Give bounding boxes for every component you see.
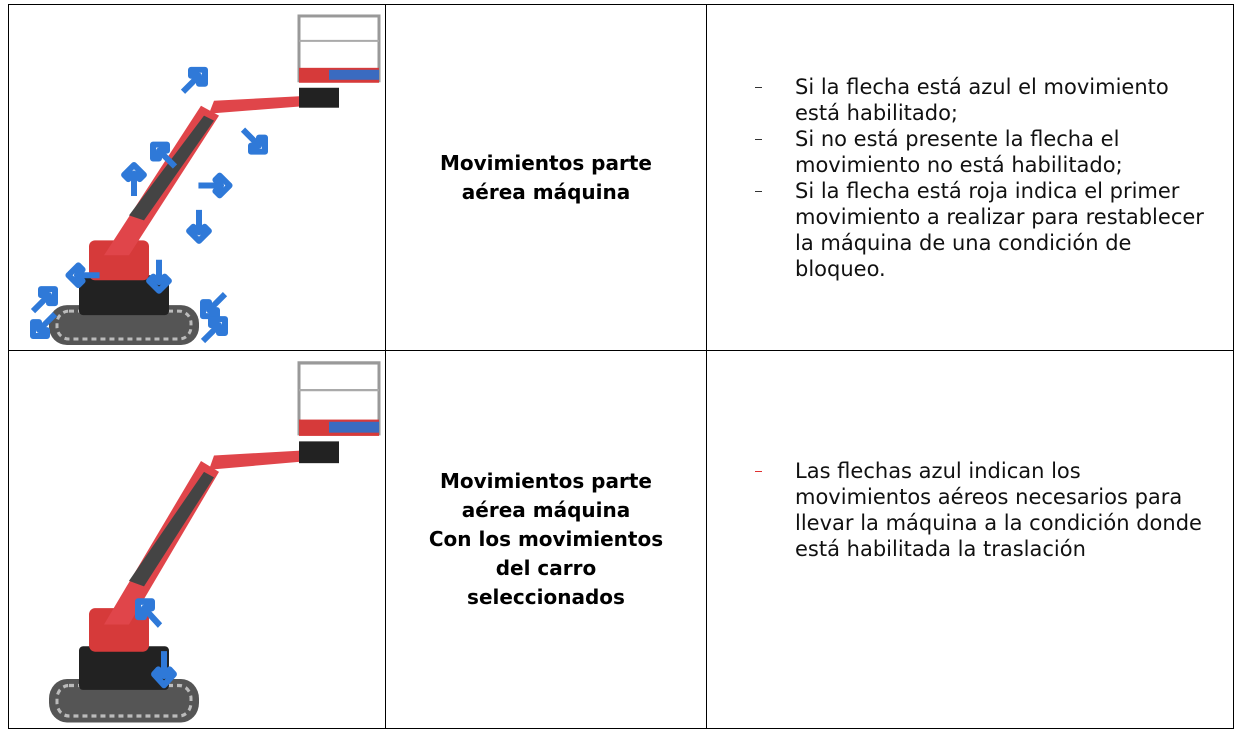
lift-image	[9, 13, 381, 347]
description-cell: Las flechas azul indican los movimientos…	[706, 350, 1234, 729]
table-row: Movimientos parte aérea máquina Si la flec…	[8, 4, 1234, 351]
arrow-icon	[243, 129, 265, 151]
bullet-list: Las flechas azul indican los movimientos…	[707, 458, 1233, 562]
bullet-dash	[755, 470, 762, 472]
arrow-icon	[118, 164, 149, 195]
bullet-item: Si no está presente la flecha el movimie…	[755, 126, 1213, 178]
label-line: Con los movimientos	[428, 527, 664, 551]
image-cell	[8, 350, 386, 729]
label-cell: Movimientos parte aérea máquina	[385, 4, 707, 351]
label-cell: Movimientos parte aérea máquina Con los mo…	[385, 350, 707, 729]
arrow-icon	[203, 319, 225, 341]
bullet-text: Si no está presente la flecha el movimie…	[795, 126, 1123, 177]
arrow-icon	[183, 209, 214, 240]
label-line: aérea máquina	[461, 498, 631, 522]
arrow-icon	[183, 69, 205, 91]
bullet-text: Si la flecha está roja indica el primer …	[795, 178, 1204, 281]
table-row: Movimientos parte aérea máquina Con los mo…	[8, 350, 1234, 729]
bullet-item: Si la flecha está azul el movimiento est…	[755, 74, 1213, 126]
label-line: aérea máquina	[461, 179, 631, 204]
table: Movimientos parte aérea máquina Si la flec…	[8, 4, 1234, 729]
label-line: Movimientos parte	[439, 469, 652, 493]
description-cell: Si la flecha está azul el movimiento est…	[706, 4, 1234, 351]
arrow-icon	[198, 169, 229, 200]
arrow-icon	[203, 294, 225, 316]
bullet-dash	[755, 138, 762, 140]
image-cell	[8, 4, 386, 351]
bullet-text: Las flechas azul indican los movimientos…	[795, 458, 1202, 561]
label-line: del carro	[495, 556, 597, 580]
label-line: Movimientos parte	[439, 150, 652, 175]
bullet-item: Si la flecha está roja indica el primer …	[755, 178, 1213, 282]
bullet-dash	[755, 86, 762, 88]
lift-image	[47, 360, 381, 724]
arrow-icon	[33, 289, 55, 311]
bullet-item: Las flechas azul indican los movimientos…	[755, 458, 1213, 562]
bullet-dash	[755, 190, 762, 192]
bullet-text: Si la flecha está azul el movimiento est…	[795, 74, 1169, 125]
label-line: seleccionados	[467, 585, 625, 609]
bullet-list: Si la flecha está azul el movimiento est…	[707, 74, 1233, 282]
lift	[47, 360, 381, 724]
